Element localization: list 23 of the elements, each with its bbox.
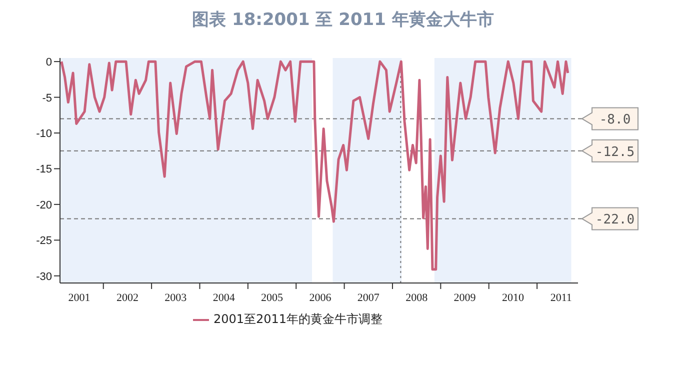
y-tick-label: -25 [36,235,52,248]
chart-title: 图表 18:2001 至 2011 年黄金大牛市 [191,9,495,32]
legend-label: 2001至2011年的黄金牛市调整 [213,312,383,326]
x-tick-label: 2002 [116,292,138,304]
x-tick-label: 2006 [309,292,332,304]
ref-line-label: -12.5 [595,144,635,160]
x-tick-label: 2003 [164,292,188,304]
y-tick-label: -30 [36,270,52,283]
x-tick-label: 2010 [502,292,524,304]
ref-line-label: -8.0 [599,112,631,128]
y-tick-label: -15 [36,164,52,176]
x-tick-label: 2004 [212,292,236,304]
x-tick-label: 2007 [357,292,380,304]
x-tick-label: 2008 [406,292,428,304]
y-tick-label: -20 [36,199,52,212]
x-tick-label: 2009 [454,292,476,304]
y-tick-label: -5 [42,92,52,104]
y-tick-label: 0 [46,56,52,69]
x-tick-label: 2005 [261,292,284,304]
x-tick-label: 2001 [68,292,90,304]
x-tick-label: 2011 [550,292,572,304]
ref-line-label: -22.0 [595,212,635,228]
y-tick-label: -10 [36,128,52,140]
